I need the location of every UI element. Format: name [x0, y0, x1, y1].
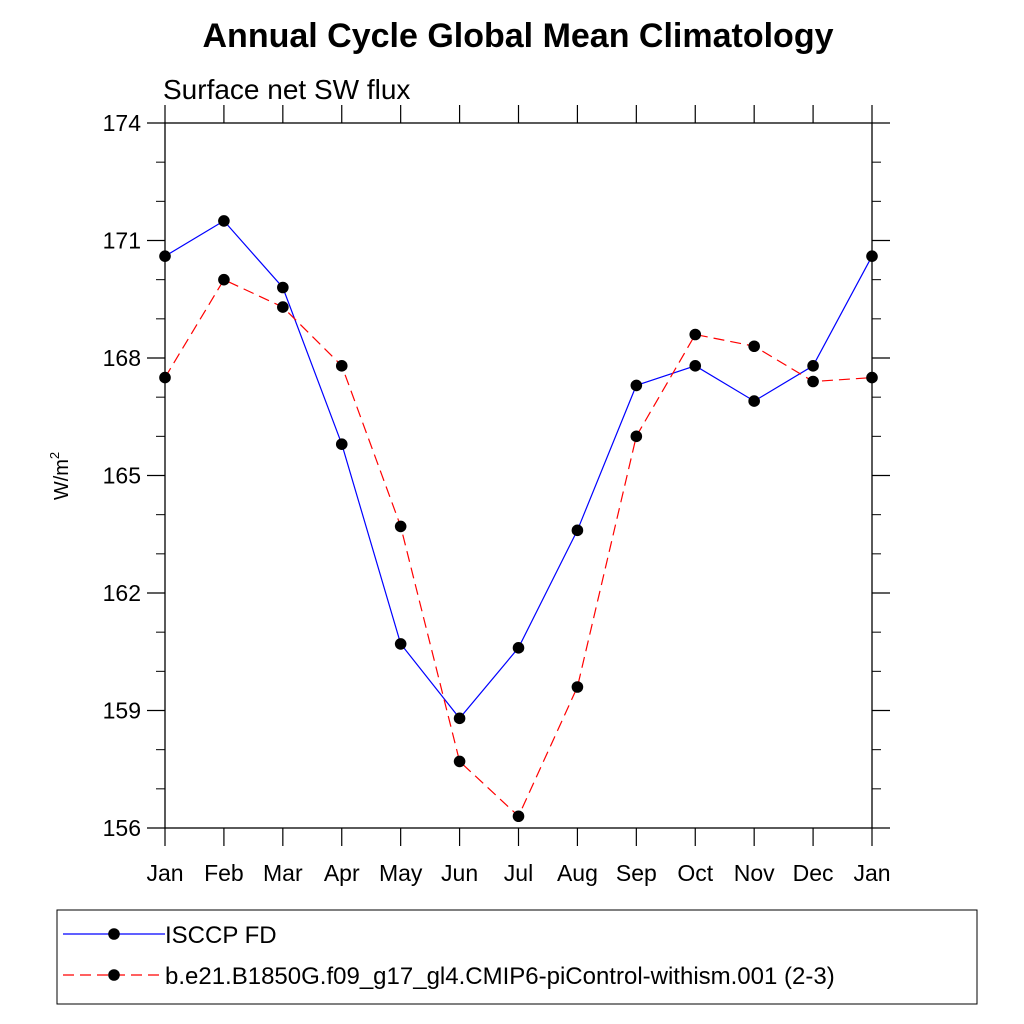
- plot-axes: 156 159 162 165 168 171 174 Jan Feb Mar Apr May Jun J…: [103, 105, 891, 886]
- series-2-point: [689, 328, 702, 341]
- y-tick-label: 171: [103, 228, 141, 254]
- y-tick-label: 162: [103, 580, 141, 606]
- series-1-point: [394, 638, 407, 650]
- series-2-point: [807, 375, 819, 388]
- x-tick-label: May: [379, 860, 423, 886]
- series-2-point: [453, 755, 466, 768]
- x-tick-label: Apr: [324, 860, 360, 886]
- x-tick-label: Jul: [504, 860, 533, 886]
- series-2-point: [277, 301, 289, 313]
- series-1-point: [277, 281, 289, 294]
- series-1-point: [159, 250, 171, 262]
- x-tick-label: Mar: [263, 860, 303, 886]
- x-tick-label: Jan: [853, 860, 890, 886]
- series-1-point: [453, 712, 466, 725]
- x-tick-label: Aug: [557, 860, 598, 886]
- x-tick-label: Sep: [616, 860, 657, 886]
- series-1-point: [512, 642, 525, 654]
- y-axis-label-text: W/m: [51, 459, 73, 500]
- x-tick-label: Nov: [734, 860, 775, 886]
- series-line-2: [164, 278, 873, 818]
- series-2-point: [218, 273, 230, 286]
- series-2-point: [335, 360, 348, 372]
- legend-label-2: b.e21.B1850G.f09_g17_gl4.CMIP6-piControl…: [165, 963, 835, 990]
- series-2-point: [512, 810, 525, 823]
- legend: ISCCP FD b.e21.B1850G.f09_g17_gl4.CMIP6-p…: [63, 922, 835, 990]
- series-2-point: [748, 340, 760, 353]
- plot-frame: [164, 122, 873, 829]
- series-1-point: [866, 250, 878, 262]
- legend-box: [56, 909, 978, 1005]
- x-tick-label: Feb: [204, 860, 244, 886]
- series-1-point: [748, 395, 760, 407]
- series-2-point: [159, 371, 171, 384]
- y-tick-label: 174: [103, 110, 142, 136]
- y-tick-label: 159: [103, 698, 141, 724]
- plot-series: [159, 215, 878, 823]
- legend-label-1: ISCCP FD: [165, 922, 277, 949]
- series-1-point: [571, 524, 584, 537]
- series-2-point: [866, 371, 878, 384]
- series-1-point: [218, 215, 230, 227]
- series-2-point: [630, 430, 643, 443]
- series-1-point: [630, 379, 643, 392]
- chart-subtitle: Surface net SW flux: [163, 74, 410, 105]
- x-tick-label: Oct: [677, 860, 713, 886]
- y-axis-label-superscript: 2: [47, 452, 62, 459]
- x-tick-label: Jun: [441, 860, 478, 886]
- chart-title: Annual Cycle Global Mean Climatology: [203, 17, 834, 55]
- y-tick-label: 165: [103, 463, 141, 489]
- y-tick-label: 168: [103, 345, 141, 371]
- y-tick-label: 156: [103, 815, 141, 841]
- y-axis-label: W/m2: [47, 452, 73, 500]
- svg-text:W/m2: W/m2: [47, 452, 73, 500]
- x-tick-label: Jan: [146, 860, 183, 886]
- legend-marker-2: [108, 969, 120, 981]
- series-2-point: [394, 520, 407, 533]
- series-1-point: [335, 438, 348, 450]
- x-tick-label: Dec: [793, 860, 834, 886]
- legend-marker-1: [108, 928, 120, 940]
- series-1-point: [689, 360, 702, 372]
- series-2-point: [571, 681, 584, 693]
- series-1-point: [807, 360, 819, 372]
